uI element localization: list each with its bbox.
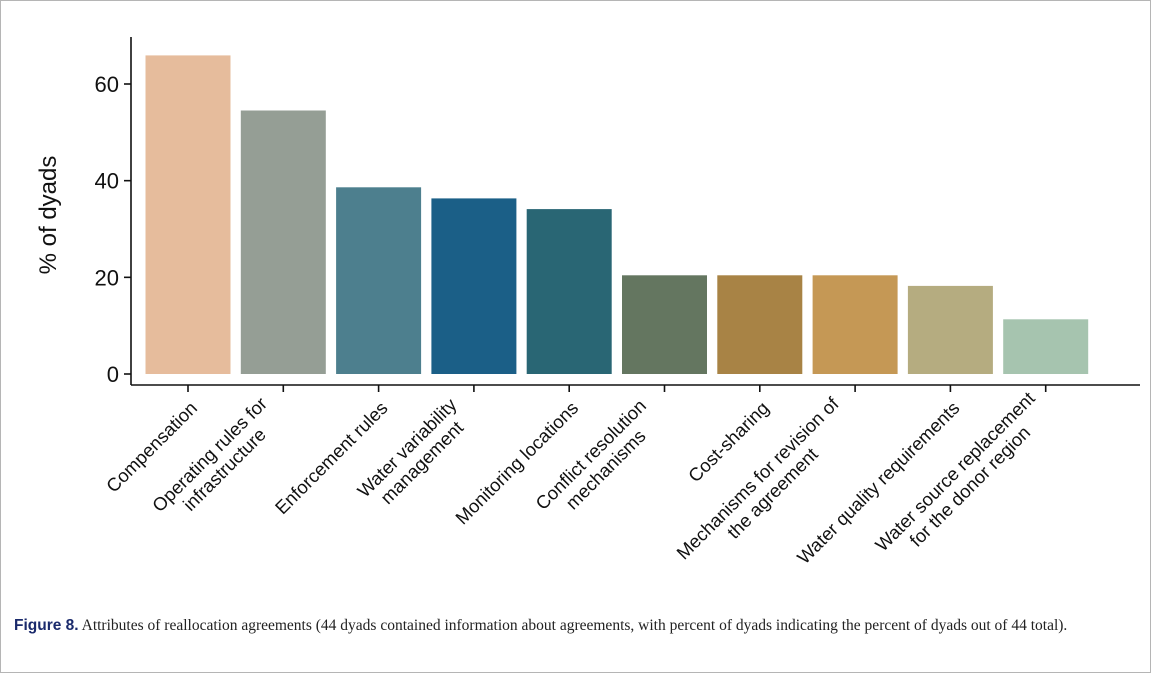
- bar-10: [1003, 319, 1089, 374]
- x-tick-label-3: Enforcement rules: [271, 397, 392, 518]
- x-tick-label-5: Monitoring locations: [451, 397, 582, 528]
- caption-text: Attributes of reallocation agreements (4…: [78, 617, 1068, 634]
- bar-4: [431, 198, 517, 374]
- bar-6: [622, 275, 707, 374]
- bar-7: [717, 275, 803, 374]
- y-axis-label: % of dyads: [35, 156, 62, 275]
- x-tick-label-10: Water source replacementfor the donor re…: [871, 388, 1054, 571]
- y-axis: 0 20 40 60: [95, 37, 132, 387]
- bar-2: [240, 110, 326, 374]
- y-tick-label-20: 20: [95, 265, 119, 290]
- x-tick-label-8: Mechanisms for revision ofthe agreement: [672, 392, 858, 578]
- figure-caption: Figure 8. Attributes of reallocation agr…: [14, 614, 1134, 638]
- bar-1: [145, 55, 231, 375]
- bars-group: [145, 55, 1089, 375]
- y-tick-label-60: 60: [95, 72, 119, 97]
- bar-3: [336, 187, 422, 374]
- y-tick-label-0: 0: [107, 362, 119, 387]
- bar-8: [812, 275, 898, 374]
- caption-label: Figure 8.: [14, 617, 79, 634]
- bar-9: [907, 285, 993, 374]
- y-tick-label-40: 40: [95, 169, 119, 194]
- bar-5: [526, 209, 612, 374]
